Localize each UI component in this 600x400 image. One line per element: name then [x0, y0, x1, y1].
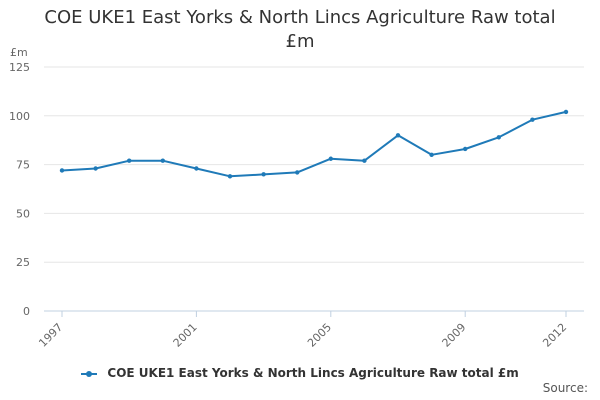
- chart-title: COE UKE1 East Yorks & North Lincs Agricu…: [0, 6, 600, 54]
- data-point: [59, 168, 65, 173]
- x-tick-label: 2005: [305, 321, 334, 350]
- data-point: [261, 172, 266, 177]
- data-point: [93, 166, 98, 171]
- data-point: [362, 158, 367, 163]
- x-tick-label: 2001: [171, 321, 200, 350]
- y-tick-label: 0: [23, 305, 30, 318]
- source-label: Source:: [542, 381, 588, 395]
- chart-title-line-1: COE UKE1 East Yorks & North Lincs Agricu…: [44, 7, 556, 28]
- y-tick-label: 100: [9, 110, 30, 123]
- data-point: [328, 156, 333, 161]
- data-point: [127, 158, 132, 163]
- data-point: [227, 174, 233, 179]
- x-tick-label: 2012: [540, 321, 569, 350]
- series-line: [61, 110, 567, 178]
- data-point: [429, 152, 434, 158]
- chart-title-line-2: £m: [285, 31, 315, 52]
- data-point: [395, 133, 401, 138]
- data-point: [496, 135, 501, 140]
- legend-swatch: [81, 370, 98, 378]
- series-layer: [59, 109, 569, 179]
- data-point: [194, 166, 199, 171]
- axes: 0 25 50 75 100 125 1997 2001 2005 2009 2012: [9, 61, 584, 350]
- legend[interactable]: COE UKE1 East Yorks & North Lincs Agricu…: [0, 366, 600, 380]
- y-axis-unit-label: £m: [10, 46, 28, 59]
- y-tick-label: 25: [16, 256, 30, 269]
- y-tick-label: 50: [16, 207, 30, 220]
- grid-lines: [44, 66, 584, 263]
- data-point: [160, 158, 165, 163]
- legend-label: COE UKE1 East Yorks & North Lincs Agricu…: [107, 366, 519, 380]
- x-tick-label: 1997: [36, 321, 65, 350]
- data-point: [563, 109, 569, 115]
- y-tick-label: 125: [9, 61, 30, 74]
- data-point: [295, 170, 300, 175]
- data-point: [463, 146, 468, 152]
- x-tick-label: 2009: [440, 321, 469, 350]
- data-point: [530, 117, 535, 122]
- y-tick-label: 75: [16, 159, 30, 172]
